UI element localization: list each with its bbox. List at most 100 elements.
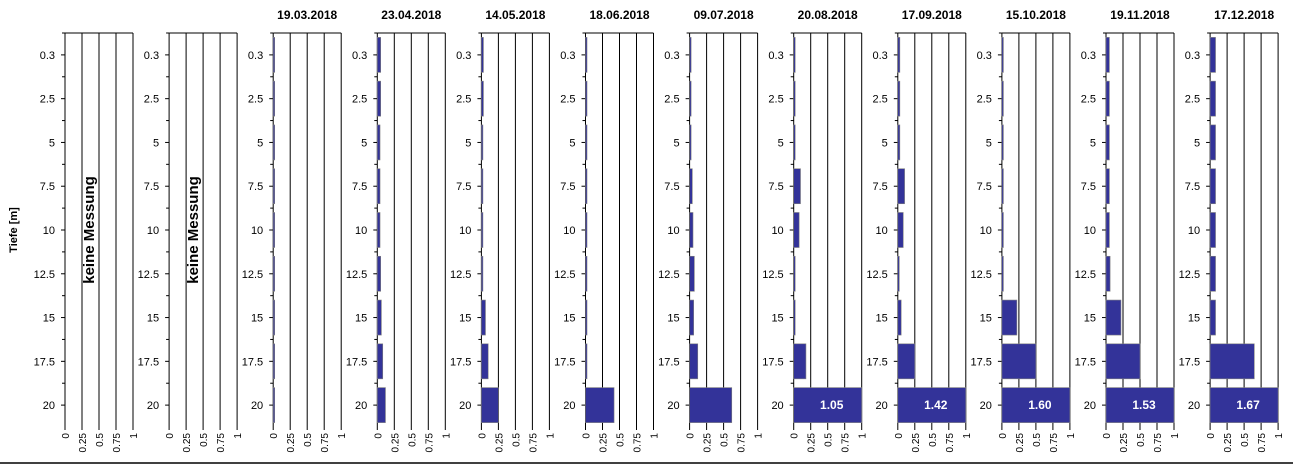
y-tick-label: 12.5: [346, 269, 367, 281]
depth-bar: [793, 212, 800, 248]
y-tick-label: 20: [147, 400, 159, 412]
y-tick-label: 12.5: [970, 269, 991, 281]
y-tick-label: 10: [43, 225, 55, 237]
y-tick-label: 10: [147, 225, 159, 237]
y-tick-label: 7.5: [40, 181, 55, 193]
depth-bar: [376, 343, 384, 380]
x-tick-label: 0.25: [807, 433, 818, 453]
depth-bar: [1105, 37, 1110, 73]
depth-bar: [1209, 343, 1255, 380]
x-tick-label: 0: [686, 433, 697, 439]
depth-bar: [689, 255, 695, 292]
depth-bar: [481, 212, 484, 248]
panel-title: 17.09.2018: [902, 8, 962, 22]
bar-value-label: 1.42: [924, 398, 948, 412]
x-tick-label: 0.25: [599, 433, 610, 453]
y-tick-label: 15: [563, 313, 575, 325]
depth-bar: [1001, 212, 1004, 248]
x-tick-label: 0.25: [911, 433, 922, 453]
y-tick-label: 20: [355, 400, 367, 412]
y-tick-label: 5: [361, 137, 367, 149]
depth-bar: [585, 255, 588, 292]
bar-value-label: 1.53: [1132, 398, 1156, 412]
depth-bar: [793, 343, 807, 380]
depth-bar: [793, 387, 863, 423]
x-tick-label: 0.75: [320, 433, 331, 453]
y-tick-label: 17.5: [554, 356, 575, 368]
panel-title: 18.06.2018: [589, 8, 649, 22]
panel-6: 18.06.2018 0.3 2.5 5 7.5 10 12.5 15 17.5 20 0 0.25 0…: [554, 8, 660, 452]
y-tick-label: 2.5: [664, 94, 679, 106]
depth-bar: [376, 37, 381, 73]
y-tick-label: 0.3: [352, 50, 367, 62]
x-tick-label: 0.5: [1032, 433, 1043, 447]
panel-title: 17.12.2018: [1214, 8, 1274, 22]
y-tick-label: 15: [355, 313, 367, 325]
y-tick-label: 17.5: [1179, 356, 1200, 368]
y-tick-label: 17.5: [1075, 356, 1096, 368]
no-measurement-label: keine Messung: [185, 176, 202, 284]
depth-bar: [1105, 343, 1141, 380]
y-tick-label: 17.5: [762, 356, 783, 368]
depth-bar: [1001, 37, 1004, 73]
y-tick-label: 12.5: [138, 269, 159, 281]
y-tick-label: 10: [980, 225, 992, 237]
depth-bar: [272, 387, 276, 423]
x-tick-label: 0.75: [1257, 433, 1268, 453]
depth-bar: [585, 343, 588, 380]
panel-title: 20.08.2018: [798, 8, 858, 22]
depth-bar: [897, 124, 901, 161]
y-tick-label: 12.5: [1075, 269, 1096, 281]
depth-bar: [272, 124, 276, 161]
depth-bar: [376, 212, 381, 248]
y-tick-label: 2.5: [873, 94, 888, 106]
x-tick-label: 1: [650, 433, 661, 439]
y-tick-label: 17.5: [970, 356, 991, 368]
panel-title: 19.11.2018: [1110, 8, 1170, 22]
y-tick-label: 20: [771, 400, 783, 412]
y-tick-label: 0.3: [40, 50, 55, 62]
depth-bar: [376, 387, 386, 423]
depth-bar: [1105, 168, 1110, 205]
depth-bar: [1001, 387, 1071, 423]
x-tick-label: 1: [545, 433, 556, 439]
y-tick-label: 20: [980, 400, 992, 412]
y-tick-label: 10: [355, 225, 367, 237]
depth-bar: [689, 299, 694, 336]
x-tick-label: 0: [165, 433, 176, 439]
panel-5: 14.05.2018 0.3 2.5 5 7.5 10 12.5 15 17.5 20 0 0.25 0…: [450, 8, 556, 452]
y-tick-label: 0.3: [977, 50, 992, 62]
panel-8: 20.08.2018 0.3 2.5 5 7.5 10 12.5 15 17.5 20 0 0.25 0…: [762, 8, 868, 452]
y-tick-label: 10: [771, 225, 783, 237]
depth-bar: [376, 168, 381, 205]
x-tick-label: 0: [790, 433, 801, 439]
panel-title: 15.10.2018: [1006, 8, 1066, 22]
depth-bar: [376, 80, 381, 117]
y-tick-label: 7.5: [1081, 181, 1096, 193]
y-tick-label: 20: [459, 400, 471, 412]
y-tick-label: 5: [257, 137, 263, 149]
x-tick-label: 0.25: [703, 433, 714, 453]
depth-bar: [1209, 124, 1216, 161]
x-tick-label: 0.25: [286, 433, 297, 453]
depth-bar: [481, 255, 484, 292]
y-tick-label: 2.5: [977, 94, 992, 106]
depth-bar: [1105, 124, 1110, 161]
y-tick-label: 10: [876, 225, 888, 237]
y-tick-label: 12.5: [450, 269, 471, 281]
x-tick-label: 1: [754, 433, 765, 439]
depth-bar: [897, 168, 905, 205]
depth-bar: [793, 80, 796, 117]
x-tick-label: 1: [441, 433, 452, 439]
y-tick-label: 5: [465, 137, 471, 149]
y-tick-label: 12.5: [866, 269, 887, 281]
y-tick-label: 5: [882, 137, 888, 149]
depth-bar: [1105, 80, 1110, 117]
depth-bar: [272, 299, 276, 336]
y-tick-label: 0.3: [664, 50, 679, 62]
x-tick-label: 0.5: [1136, 433, 1147, 447]
y-tick-label: 2.5: [1185, 94, 1200, 106]
x-tick-label: 1: [337, 433, 348, 439]
y-tick-label: 17.5: [866, 356, 887, 368]
depth-bar: [1209, 168, 1216, 205]
